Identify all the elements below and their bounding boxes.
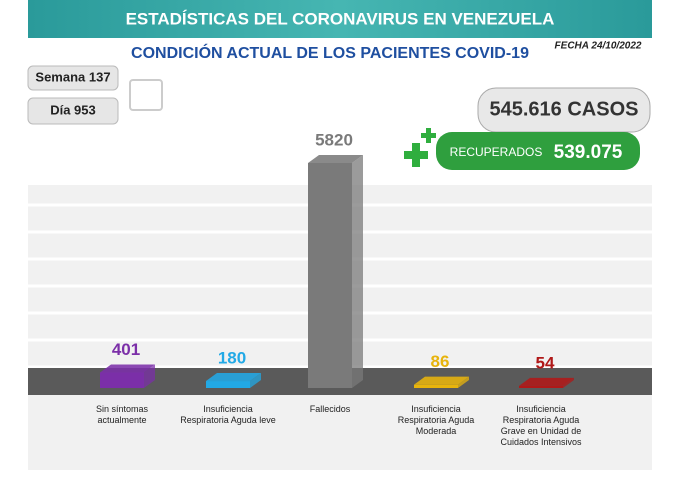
day-box: [27, 97, 119, 125]
banner: [28, 0, 652, 38]
week-box: [27, 65, 119, 91]
value-label: 401: [112, 340, 140, 359]
bar: [414, 384, 458, 388]
week: Semana 137: [35, 69, 110, 84]
subtitle: CONDICIÓN ACTUAL DE LOS PACIENTES COVID-…: [131, 43, 529, 62]
bar-side: [250, 373, 261, 388]
value-label: 5820: [315, 130, 353, 149]
category-label: Insuficiencia Respiratoria Aguda Moderad…: [397, 404, 475, 436]
bar: [519, 385, 563, 388]
value-label: 54: [536, 353, 555, 372]
recovered-label: RECUPERADOS: [450, 145, 543, 159]
value-label: 86: [431, 352, 450, 371]
value-label: 180: [218, 349, 246, 368]
category-label: Sin síntomas actualmente: [95, 404, 149, 425]
plus-icon: [404, 143, 428, 167]
calendar-icon: [129, 79, 163, 111]
recovered: 539.075: [554, 142, 623, 163]
bar-top: [308, 155, 363, 163]
bar-side: [563, 377, 574, 388]
day: Día 953: [50, 102, 96, 117]
bar-side: [458, 376, 469, 388]
bar: [100, 372, 144, 388]
bar-top: [519, 377, 574, 386]
bar-side: [144, 364, 155, 388]
bar-top: [414, 376, 469, 385]
bar: [206, 381, 250, 388]
bar-top: [206, 373, 261, 382]
category-label: Fallecidos: [309, 404, 351, 414]
category-label: Insuficiencia Respiratoria Aguda Grave e…: [500, 404, 582, 447]
recovered-box: [436, 132, 640, 170]
plus-icon: [421, 128, 436, 143]
category-label: Insuficiencia Respiratoria Aguda leve: [180, 404, 276, 425]
cases: 545.616 CASOS: [490, 98, 639, 120]
date: FECHA 24/10/2022: [555, 41, 642, 52]
title: ESTADÍSTICAS DEL CORONAVIRUS EN VENEZUEL…: [126, 9, 555, 28]
bar-top: [100, 364, 155, 373]
bar: [308, 163, 352, 388]
bar-side: [352, 155, 363, 388]
